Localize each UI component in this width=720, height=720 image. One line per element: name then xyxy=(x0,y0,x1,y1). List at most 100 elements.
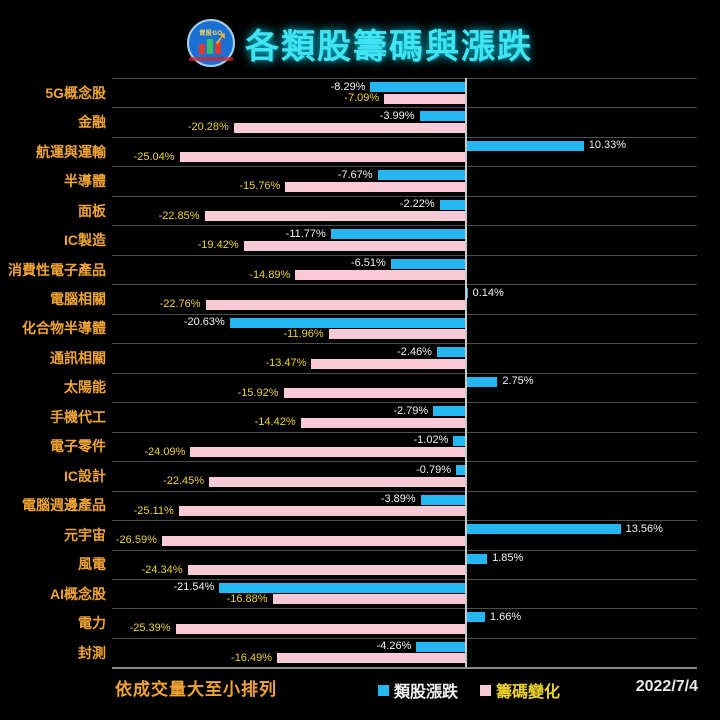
gain-bar xyxy=(453,435,465,446)
bar-value-label: -15.76% xyxy=(239,180,281,193)
logo-bar-chart-icon xyxy=(199,44,205,54)
gain-bar xyxy=(455,465,465,476)
logo-text: 資股GO xyxy=(199,31,223,37)
bar-value-label: -4.26% xyxy=(376,640,412,653)
category-label: 航運與運輸 xyxy=(36,143,106,160)
gain-bar xyxy=(370,82,465,92)
gain-bar xyxy=(466,553,488,564)
chips-bar xyxy=(295,270,465,281)
bar-value-label: -8.29% xyxy=(330,80,366,93)
chips-bar xyxy=(179,152,465,163)
gain-bar xyxy=(466,612,485,623)
chips-bar xyxy=(283,388,465,399)
category-label: 風電 xyxy=(78,556,106,573)
gain-bar xyxy=(416,641,465,652)
row-divider xyxy=(112,549,697,551)
gain-bar xyxy=(433,406,465,417)
category-label: 太陽能 xyxy=(64,379,106,396)
bar-value-label: -19.42% xyxy=(197,239,239,252)
bar-value-label: -22.85% xyxy=(158,209,200,222)
row-divider xyxy=(112,78,697,79)
bar-value-label: 1.85% xyxy=(492,552,524,565)
gain-bar xyxy=(466,524,621,535)
category-label: 5G概念股 xyxy=(45,84,106,101)
gain-bar xyxy=(229,317,465,328)
chips-bar xyxy=(190,447,465,458)
row-divider xyxy=(112,136,697,138)
category-label: 手機代工 xyxy=(50,408,106,425)
chips-bar xyxy=(204,211,465,222)
chips-bar xyxy=(209,476,465,487)
row-divider xyxy=(112,402,697,404)
bar-value-label: -7.09% xyxy=(344,92,380,104)
gain-bar xyxy=(390,258,465,269)
row-divider xyxy=(112,637,697,639)
bar-value-label: -2.46% xyxy=(397,345,432,358)
gain-bar xyxy=(377,170,465,181)
bar-value-label: -0.79% xyxy=(416,463,451,476)
page-title: 各類股籌碼與漲跌 xyxy=(245,27,533,66)
sort-note: 依成交量大至小排列 xyxy=(115,680,277,699)
chips-bar xyxy=(178,506,465,517)
legend-item: 籌碼變化 xyxy=(480,678,560,702)
bar-value-label: -20.63% xyxy=(183,316,225,329)
row-divider xyxy=(112,107,697,109)
row-divider xyxy=(112,284,697,286)
chips-bar xyxy=(161,535,465,546)
bar-value-label: -6.51% xyxy=(350,257,386,270)
category-label: AI概念股 xyxy=(50,585,106,602)
row-divider xyxy=(112,225,697,227)
category-label: 化合物半導體 xyxy=(22,320,106,337)
bar-value-label: -25.04% xyxy=(133,150,175,163)
chips-bar xyxy=(285,181,465,192)
row-divider xyxy=(112,490,697,492)
bar-value-label: -21.54% xyxy=(173,581,215,594)
bar-value-label: -22.45% xyxy=(163,475,205,488)
bar-value-label: -16.49% xyxy=(231,651,273,664)
bar-value-label: -7.67% xyxy=(337,168,373,181)
chips-bar xyxy=(272,594,465,605)
category-label: IC設計 xyxy=(64,467,106,484)
gain-bar xyxy=(439,199,465,210)
chips-bar xyxy=(277,653,465,664)
row-divider xyxy=(112,343,697,345)
legend-label: 籌碼變化 xyxy=(496,684,561,701)
row-divider xyxy=(112,431,697,433)
bar-value-label: -22.76% xyxy=(159,298,201,311)
legend-swatch-icon xyxy=(378,684,389,696)
bar-value-label: 13.56% xyxy=(625,522,663,535)
gain-bar xyxy=(466,140,584,151)
bar-value-label: -26.59% xyxy=(115,534,157,547)
category-label: 電力 xyxy=(78,615,106,632)
bar-value-label: -16.88% xyxy=(226,592,268,605)
bar-value-label: -2.79% xyxy=(393,404,429,417)
bar-value-label: -3.89% xyxy=(380,493,416,506)
row-divider xyxy=(112,372,697,374)
bar-value-label: -15.92% xyxy=(237,386,279,399)
category-label: 消費性電子產品 xyxy=(8,261,106,278)
row-divider xyxy=(112,461,697,463)
chips-bar xyxy=(311,358,465,369)
legend-label: 類股漲跌 xyxy=(394,684,459,701)
chips-bar xyxy=(175,623,465,634)
bar-value-label: -11.77% xyxy=(285,227,326,240)
chips-bar xyxy=(300,417,465,428)
bar-value-label: -2.22% xyxy=(399,198,435,211)
bar-value-label: -25.39% xyxy=(129,622,171,635)
chart-legend: 類股漲跌 籌碼變化 xyxy=(378,678,560,702)
chart-bottom-border xyxy=(112,667,697,670)
bar-value-label: -20.28% xyxy=(187,121,229,134)
logo-bottom-ribbon xyxy=(189,57,233,61)
bar-value-label: -1.02% xyxy=(413,434,449,447)
category-label: 封測 xyxy=(78,644,106,661)
category-label: 金融 xyxy=(78,114,106,131)
chips-bar xyxy=(233,122,465,133)
chips-bar xyxy=(328,329,465,340)
bar-value-label: -11.96% xyxy=(283,327,324,340)
category-label: IC製造 xyxy=(64,232,106,249)
category-label: 電腦相關 xyxy=(50,291,106,308)
row-divider xyxy=(112,166,697,168)
row-divider xyxy=(112,254,697,256)
chips-bar xyxy=(384,93,465,104)
